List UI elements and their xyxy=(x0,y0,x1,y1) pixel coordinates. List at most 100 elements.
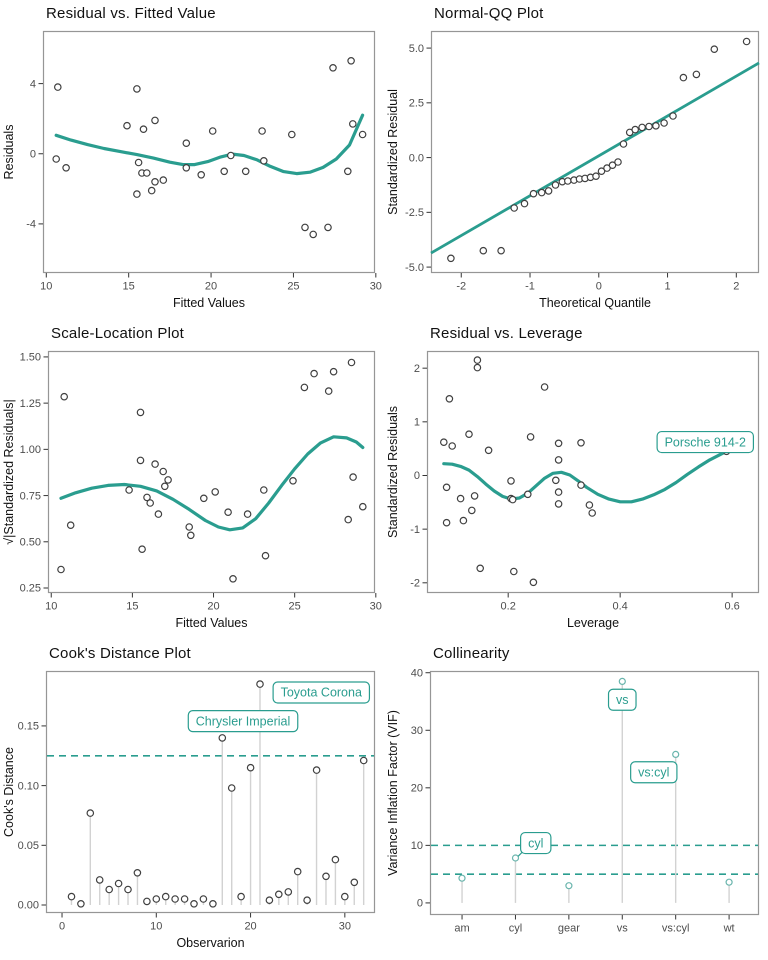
data-point xyxy=(143,493,151,502)
data-point xyxy=(742,37,751,46)
y-tick-label: 40 xyxy=(411,667,423,679)
data-point xyxy=(154,510,163,518)
data-point xyxy=(211,488,220,496)
callout-text: Porsche 914-2 xyxy=(665,435,746,449)
data-point xyxy=(227,151,235,160)
data-point xyxy=(200,494,208,503)
data-point xyxy=(577,481,585,489)
x-tick-label: vs xyxy=(617,923,629,935)
data-point xyxy=(468,506,476,515)
data-point xyxy=(243,510,252,518)
data-point xyxy=(359,756,368,765)
data-point xyxy=(227,784,236,792)
x-tick-label: 20 xyxy=(244,921,256,933)
data-point xyxy=(442,518,451,527)
data-point xyxy=(52,155,61,163)
data-point xyxy=(171,895,179,903)
data-point xyxy=(259,157,268,165)
data-point xyxy=(310,369,318,378)
data-point xyxy=(224,508,232,517)
data-point xyxy=(608,161,617,170)
data-point xyxy=(520,199,529,208)
data-point xyxy=(229,574,237,583)
data-point xyxy=(358,502,367,511)
callout-text: Toyota Corona xyxy=(281,686,362,700)
data-points xyxy=(52,56,367,239)
panel-border xyxy=(426,350,760,594)
data-point xyxy=(465,430,473,439)
x-tick-label: wt xyxy=(723,923,735,935)
y-tick-label: -4 xyxy=(26,219,36,231)
x-tick-label: gear xyxy=(558,923,580,935)
reference-line xyxy=(430,61,760,255)
callout-box xyxy=(272,681,371,704)
data-point xyxy=(551,181,560,189)
data-point xyxy=(544,187,553,195)
data-point xyxy=(473,363,482,372)
x-tick-label: 0 xyxy=(59,921,65,933)
callout-text: Chrysler Imperial xyxy=(196,714,290,728)
data-point xyxy=(190,899,198,908)
plot-title-scale-location: Scale-Location Plot xyxy=(51,325,185,342)
data-point xyxy=(585,501,594,509)
data-point xyxy=(182,139,191,148)
y-tick-label: 0.75 xyxy=(20,490,41,502)
data-point xyxy=(159,176,168,184)
data-point xyxy=(95,876,104,884)
data-point xyxy=(312,766,321,774)
data-point xyxy=(246,763,255,772)
data-point xyxy=(511,854,520,862)
data-point xyxy=(114,879,123,888)
plot-residual-vs-fitted: Residual vs. Fitted Value 10 15 20 25 30 -4 0 4… xyxy=(0,0,384,320)
x-tick-label: 10 xyxy=(40,281,52,293)
data-point xyxy=(265,896,274,905)
x-tick-label: 25 xyxy=(289,601,301,613)
y-axis-title: √|Standardized Residuals| xyxy=(2,399,16,544)
data-point xyxy=(57,565,65,574)
data-point xyxy=(540,383,549,391)
data-point xyxy=(447,254,455,263)
x-tick-label: 10 xyxy=(45,601,57,613)
data-point xyxy=(237,892,245,901)
x-tick-label: 2 xyxy=(733,281,739,293)
y-tick-label: 0.50 xyxy=(20,536,41,548)
y-tick-label: 1 xyxy=(414,417,420,429)
data-point xyxy=(565,882,573,890)
x-tick-label: 15 xyxy=(126,601,138,613)
smooth-line xyxy=(54,113,365,176)
data-point xyxy=(350,878,359,887)
data-point xyxy=(554,456,563,464)
y-tick-label: -1 xyxy=(410,524,420,536)
data-point xyxy=(182,164,191,172)
data-point xyxy=(147,186,156,195)
data-point xyxy=(180,895,189,903)
data-point xyxy=(631,125,640,134)
data-point xyxy=(164,476,172,484)
data-point xyxy=(588,509,597,517)
y-tick-label: 0 xyxy=(30,148,36,160)
x-tick-label: am xyxy=(454,923,469,935)
data-point xyxy=(529,578,538,587)
plot-scale-location: Scale-Location Plot 10 15 20 25 30 0.25 0.50 0.… xyxy=(0,320,384,640)
x-tick-label: vs:cyl xyxy=(662,923,690,935)
data-point xyxy=(329,64,337,72)
data-point xyxy=(259,486,268,494)
y-axis-title: Residuals xyxy=(2,125,16,180)
data-point xyxy=(133,85,141,93)
data-point xyxy=(340,892,349,901)
data-point xyxy=(62,164,70,172)
plot-title-normal-qq: Normal-QQ Plot xyxy=(434,5,544,22)
panel-border xyxy=(42,30,376,274)
data-points xyxy=(67,680,368,908)
data-point xyxy=(66,521,75,530)
x-tick-label: 20 xyxy=(205,281,217,293)
x-tick-label: 30 xyxy=(339,921,351,933)
data-point xyxy=(284,888,293,896)
data-point xyxy=(445,395,454,403)
data-point xyxy=(146,499,155,507)
data-point xyxy=(458,874,466,882)
y-tick-label: 0.05 xyxy=(18,840,39,852)
data-point xyxy=(554,500,563,508)
data-point xyxy=(510,567,518,576)
data-point xyxy=(614,158,622,166)
